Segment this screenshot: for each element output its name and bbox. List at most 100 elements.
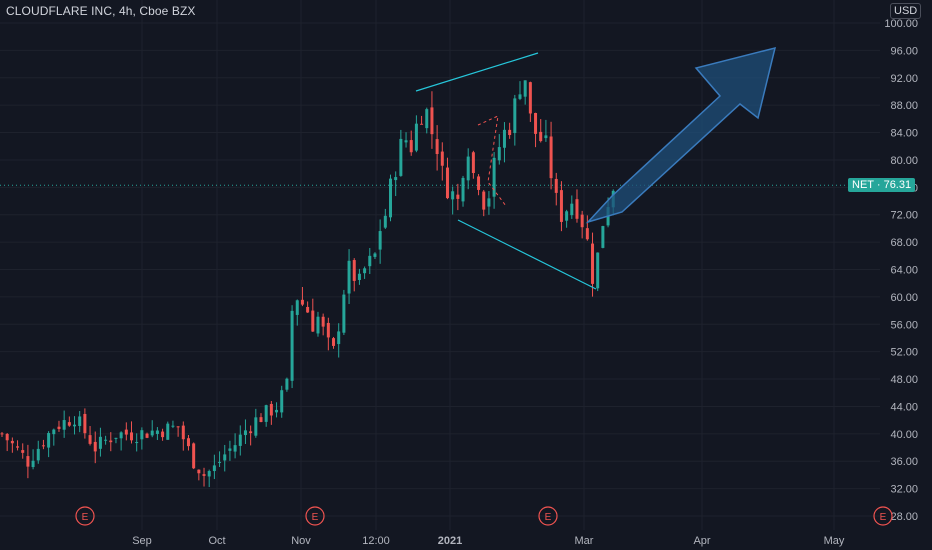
candle-body xyxy=(389,178,392,218)
candle-body xyxy=(565,211,569,221)
candle-body xyxy=(161,431,165,438)
price-axis[interactable]: 100.0096.0092.0088.0084.0080.0076.0072.0… xyxy=(884,18,918,523)
candle-body xyxy=(62,420,66,430)
candle-body xyxy=(518,94,522,99)
time-tick-label: May xyxy=(824,535,845,547)
price-tick-label: 48.00 xyxy=(890,374,918,386)
candle-body xyxy=(83,413,87,434)
candle-body xyxy=(176,426,180,428)
price-tick-label: 88.00 xyxy=(890,100,918,112)
candle-body xyxy=(21,450,25,453)
candle-body xyxy=(93,441,97,452)
candle-body xyxy=(440,151,444,166)
earnings-e-icon xyxy=(538,506,558,526)
price-tick-label: 96.00 xyxy=(890,45,918,57)
candle-body xyxy=(420,123,424,125)
candle-body xyxy=(140,430,144,440)
candle-body xyxy=(88,435,92,444)
candle-layer xyxy=(0,80,615,488)
candle-body xyxy=(347,260,351,294)
candle-body xyxy=(451,191,455,200)
candle-body xyxy=(254,417,258,436)
symbol-title[interactable]: CLOUDFLARE INC, 4h, Cboe BZX xyxy=(6,4,196,18)
earnings-marker-label: E xyxy=(880,512,887,523)
candle-body xyxy=(363,268,367,274)
candle-body xyxy=(394,177,398,181)
time-tick-label: Oct xyxy=(208,535,225,547)
candle-body xyxy=(487,198,491,207)
candle-body xyxy=(513,98,517,134)
price-tick-label: 56.00 xyxy=(890,319,918,331)
candle-body xyxy=(16,446,20,448)
candle-body xyxy=(119,432,123,439)
candle-body xyxy=(497,147,501,161)
candle-body xyxy=(233,445,237,452)
lower-trendline[interactable] xyxy=(457,219,597,290)
candle-body xyxy=(207,471,211,477)
candle-body xyxy=(155,430,159,434)
candle-body xyxy=(461,177,465,202)
candle-body xyxy=(528,82,532,114)
price-tick-label: 36.00 xyxy=(890,456,918,468)
earnings-marker-label: E xyxy=(545,512,552,523)
candle-body xyxy=(269,403,273,416)
price-tick-label: 64.00 xyxy=(890,265,918,277)
candle-body xyxy=(41,445,45,447)
candle-body xyxy=(300,299,304,305)
candle-body xyxy=(192,443,196,469)
currency-label[interactable]: USD xyxy=(890,3,922,19)
candle-body xyxy=(601,226,605,248)
candle-body xyxy=(181,425,185,440)
candle-body xyxy=(78,416,82,426)
price-tick-label: 92.00 xyxy=(890,73,918,85)
last-price-tag: NET · 76.31 xyxy=(848,178,916,192)
candle-body xyxy=(580,214,584,228)
candle-body xyxy=(337,331,341,345)
candle-body xyxy=(264,405,268,422)
candle-body xyxy=(570,203,574,216)
candle-body xyxy=(445,167,449,199)
earnings-e-icon xyxy=(75,506,95,526)
candle-body xyxy=(352,260,356,281)
candle-body xyxy=(477,176,481,190)
candle-body xyxy=(316,316,320,334)
candle-body xyxy=(57,426,61,429)
grid-layer xyxy=(0,0,880,530)
candle-body xyxy=(332,338,336,346)
upper-trendline[interactable] xyxy=(415,52,539,92)
candle-body xyxy=(171,425,175,427)
candle-body xyxy=(539,131,543,142)
price-tick-label: 68.00 xyxy=(890,237,918,249)
candle-body xyxy=(456,194,460,199)
candle-body xyxy=(275,409,279,413)
price-tick-label: 44.00 xyxy=(890,401,918,413)
candle-body xyxy=(357,273,361,280)
drawing-layer[interactable] xyxy=(415,46,777,290)
candle-body xyxy=(492,157,496,197)
candle-body xyxy=(228,448,232,451)
earnings-e-icon xyxy=(305,506,325,526)
candle-body xyxy=(575,199,579,219)
candle-body xyxy=(259,417,263,422)
earnings-e-icon xyxy=(873,506,893,526)
candle-body xyxy=(409,140,413,153)
candle-body xyxy=(549,136,553,179)
time-axis[interactable]: Sep Oct Nov 12:00 2021 Mar Apr May xyxy=(132,535,845,547)
earnings-marker-label: E xyxy=(82,512,89,523)
candle-body xyxy=(202,474,206,476)
candle-body xyxy=(36,448,40,461)
candle-body xyxy=(47,433,51,448)
candle-body xyxy=(290,310,294,381)
candle-body xyxy=(10,440,14,444)
price-tick-label: 100.00 xyxy=(884,18,918,30)
time-tick-label: 2021 xyxy=(438,535,462,547)
candle-body xyxy=(145,433,149,438)
up-arrow-icon[interactable] xyxy=(585,46,777,224)
candle-body xyxy=(243,430,247,436)
pattern-dashed-line[interactable] xyxy=(477,115,507,207)
candle-body xyxy=(596,252,600,289)
candle-body xyxy=(197,469,201,474)
candle-body xyxy=(430,107,434,135)
